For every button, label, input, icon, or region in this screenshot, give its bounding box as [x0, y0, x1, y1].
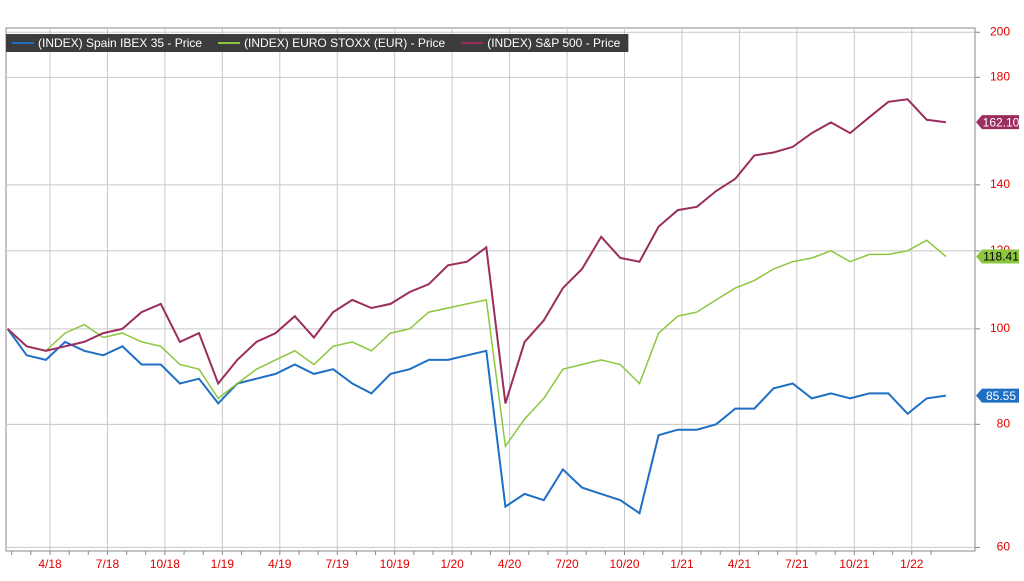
legend-label: (INDEX) Spain IBEX 35 - Price	[38, 36, 202, 50]
x-tick-label: 7/19	[326, 557, 350, 571]
y-tick-label: 200	[990, 24, 1010, 38]
series-line	[7, 239, 947, 449]
y-tick-label: 80	[997, 416, 1011, 430]
x-tick-label: 1/21	[670, 557, 694, 571]
series-line	[6, 328, 947, 515]
x-tick-label: 4/19	[268, 557, 292, 571]
x-tick-label: 10/19	[380, 557, 410, 571]
value-tag	[976, 115, 1019, 130]
x-tick-label: 10/20	[609, 557, 639, 571]
y-tick-label: 60	[997, 540, 1011, 554]
x-tick-label: 1/22	[900, 557, 924, 571]
value-tag	[976, 388, 1019, 403]
series-line	[6, 98, 947, 404]
x-tick-label: 4/21	[728, 557, 752, 571]
x-tick-label: 10/18	[150, 557, 180, 571]
value-label: 118.41	[983, 250, 1019, 264]
value-tag	[976, 249, 1019, 264]
x-tick-label: 1/20	[440, 557, 464, 571]
value-label: 85.55	[986, 389, 1016, 403]
x-tick-label: 4/18	[38, 557, 62, 571]
x-tick-label: 7/20	[555, 557, 579, 571]
x-tick-label: 10/21	[839, 557, 869, 571]
legend-bg	[6, 34, 629, 52]
x-tick-label: 7/18	[96, 557, 120, 571]
legend-label: (INDEX) EURO STOXX (EUR) - Price	[244, 36, 445, 50]
legend: (INDEX) Spain IBEX 35 - Price (INDEX) EUR…	[6, 34, 629, 52]
y-tick-label: 140	[990, 177, 1010, 191]
y-tick-label: 100	[990, 321, 1010, 335]
legend-label: (INDEX) S&P 500 - Price	[487, 36, 620, 50]
x-tick-label: 4/20	[498, 557, 522, 571]
value-label: 162.10	[983, 115, 1020, 129]
x-tick-label: 7/21	[785, 557, 809, 571]
x-tick-label: 1/19	[211, 557, 235, 571]
y-tick-label: 180	[990, 70, 1010, 84]
